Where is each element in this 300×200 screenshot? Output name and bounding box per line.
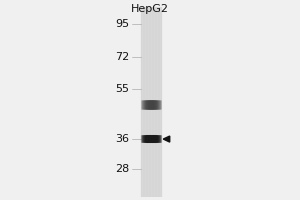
- Text: 55: 55: [116, 84, 129, 94]
- Polygon shape: [163, 136, 170, 142]
- Text: 36: 36: [116, 134, 129, 144]
- Text: 28: 28: [115, 164, 129, 174]
- Text: HepG2: HepG2: [131, 4, 169, 14]
- Text: 72: 72: [115, 52, 129, 62]
- Bar: [141, 7, 162, 197]
- Text: 95: 95: [115, 19, 129, 29]
